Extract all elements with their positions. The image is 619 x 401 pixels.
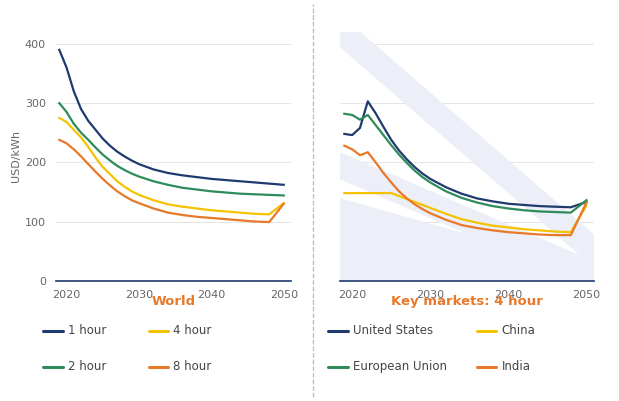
Text: China: China [501, 324, 535, 337]
Text: United States: United States [353, 324, 433, 337]
Text: 2 hour: 2 hour [68, 360, 106, 373]
Text: World: World [151, 295, 196, 308]
Text: Key markets: 4 hour: Key markets: 4 hour [391, 295, 543, 308]
Text: India: India [501, 360, 530, 373]
Text: European Union: European Union [353, 360, 447, 373]
Y-axis label: USD/kWh: USD/kWh [11, 130, 20, 182]
Text: 4 hour: 4 hour [173, 324, 212, 337]
Text: 8 hour: 8 hour [173, 360, 212, 373]
Text: 1 hour: 1 hour [68, 324, 106, 337]
